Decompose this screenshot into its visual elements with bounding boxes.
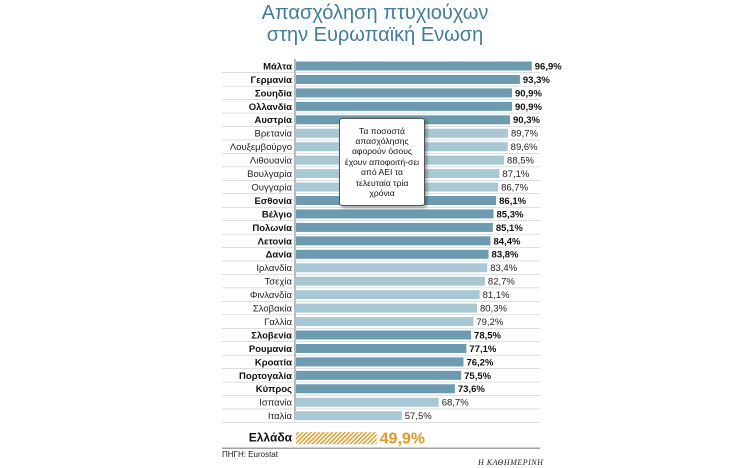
bar-greece <box>296 432 377 445</box>
bar <box>296 411 402 421</box>
category-label: Ελλάδα <box>249 431 293 445</box>
data-label: 80,3% <box>480 304 507 315</box>
bar <box>296 290 480 300</box>
category-label: Ιρλανδία <box>256 263 292 274</box>
data-label: 83,8% <box>492 250 519 261</box>
data-label: 68,7% <box>442 398 469 409</box>
data-label: 84,4% <box>494 236 521 247</box>
data-label: 82,7% <box>488 277 515 288</box>
category-label: Πολωνία <box>252 223 292 234</box>
category-label: Δανία <box>266 250 293 261</box>
chart-title-line1: Απασχόληση πτυχιούχων <box>261 2 489 24</box>
bar <box>296 384 455 394</box>
category-label: Ολλανδία <box>249 102 292 113</box>
bar <box>296 276 485 286</box>
category-label: Βρετανία <box>255 129 293 140</box>
data-label: 79,2% <box>476 317 503 328</box>
category-label: Λετονία <box>258 236 293 247</box>
explanatory-note-text: Τα ποσοστά απασχόλησης αφορούν όσους έχο… <box>344 125 420 199</box>
category-label: Βουλγαρία <box>247 169 292 180</box>
bar <box>296 101 512 111</box>
category-label: Κύπρος <box>256 384 292 395</box>
category-label: Ισπανία <box>259 398 292 409</box>
bar <box>296 249 489 259</box>
bar <box>296 397 439 407</box>
data-label: 83,4% <box>490 263 517 274</box>
data-label: 89,7% <box>511 129 538 140</box>
chart-title-line2: στην Ευρωπαϊκή Ενωση <box>266 24 484 46</box>
explanatory-note-box: Τα ποσοστά απασχόλησης αφορούν όσους έχο… <box>339 118 425 206</box>
category-label: Ουγγαρία <box>251 182 292 193</box>
bar <box>296 74 520 84</box>
category-label: Λιθουανία <box>250 156 293 167</box>
bar <box>296 222 493 232</box>
category-label: Εσθονία <box>254 196 292 207</box>
data-label: 87,1% <box>502 169 529 180</box>
bar <box>296 343 467 353</box>
source-label: ΠΗΓΗ: Eurostat <box>222 450 278 459</box>
data-label: 90,9% <box>515 102 542 113</box>
data-label: 96,9% <box>535 61 562 72</box>
data-label: 93,3% <box>523 75 550 86</box>
category-label: Ιταλία <box>268 411 293 422</box>
data-label: 85,3% <box>496 209 523 220</box>
bar <box>296 88 512 98</box>
bar <box>296 236 491 246</box>
category-label: Τσεχία <box>265 277 293 288</box>
category-label: Σουηδία <box>255 88 292 99</box>
bar <box>296 263 488 273</box>
category-label: Πορτογαλία <box>239 371 292 382</box>
data-label: 78,5% <box>474 330 501 341</box>
data-label: 73,6% <box>458 384 485 395</box>
bar <box>296 357 464 367</box>
category-label: Σλοβενία <box>251 330 292 341</box>
data-label: 85,1% <box>496 223 523 234</box>
publisher-brand: Η ΚΑΘΗΜΕΡΙΝΗ <box>478 458 544 467</box>
category-label: Φινλανδία <box>250 290 293 301</box>
category-label: Λουξεμβούργο <box>230 142 292 153</box>
data-label: 57,5% <box>405 411 432 422</box>
category-label: Βέλγιο <box>262 209 292 220</box>
category-label: Γαλλία <box>264 317 292 328</box>
category-label: Γερμανία <box>250 75 292 86</box>
bar <box>296 61 532 71</box>
data-label: 76,2% <box>466 357 493 368</box>
data-label: 88,5% <box>507 156 534 167</box>
data-label: 77,1% <box>469 344 496 355</box>
data-label: 90,3% <box>513 115 540 126</box>
data-label: 89,6% <box>511 142 538 153</box>
data-label: 49,9% <box>380 431 425 448</box>
data-label: 75,5% <box>464 371 491 382</box>
data-label: 86,1% <box>499 196 526 207</box>
category-label: Αυστρία <box>255 115 293 126</box>
bar <box>296 370 462 380</box>
bar <box>296 317 474 327</box>
category-label: Κροατία <box>255 357 292 368</box>
category-label: Ρουμανία <box>249 344 292 355</box>
data-label: 86,7% <box>501 182 528 193</box>
data-label: 90,9% <box>515 88 542 99</box>
category-label: Μάλτα <box>263 61 292 72</box>
bar <box>296 330 472 340</box>
bar <box>296 209 494 219</box>
bar <box>296 303 477 313</box>
category-label: Σλοβακία <box>253 304 293 315</box>
data-label: 81,1% <box>483 290 510 301</box>
